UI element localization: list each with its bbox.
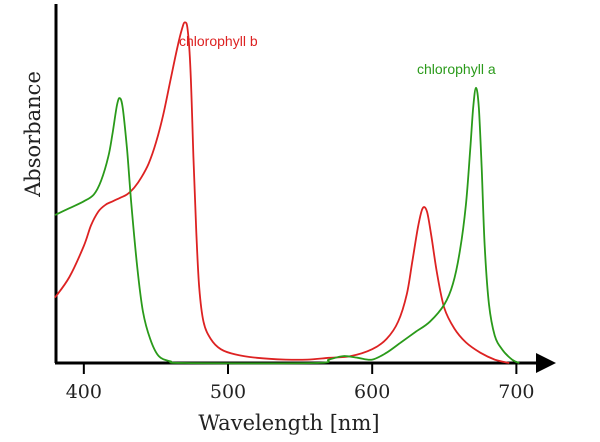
chlorophyll-b-label: chlorophyll b xyxy=(179,33,258,49)
x-axis-title: Wavelength [nm] xyxy=(198,411,379,435)
y-axis-title: Absorbance xyxy=(21,71,45,198)
chlorophyll-a-label: chlorophyll a xyxy=(417,61,496,77)
x-tick-label-700: 700 xyxy=(498,381,534,403)
x-axis-arrowhead xyxy=(536,353,556,373)
x-tick-label-600: 600 xyxy=(354,381,390,403)
x-tick-label-500: 500 xyxy=(210,381,246,403)
chlorophyll-a-line xyxy=(54,86,520,365)
x-tick-label-400: 400 xyxy=(66,381,102,403)
chlorophyll-b-line xyxy=(54,21,510,364)
series-layer xyxy=(54,21,520,365)
x-ticks: 400 500 600 700 xyxy=(66,363,535,403)
